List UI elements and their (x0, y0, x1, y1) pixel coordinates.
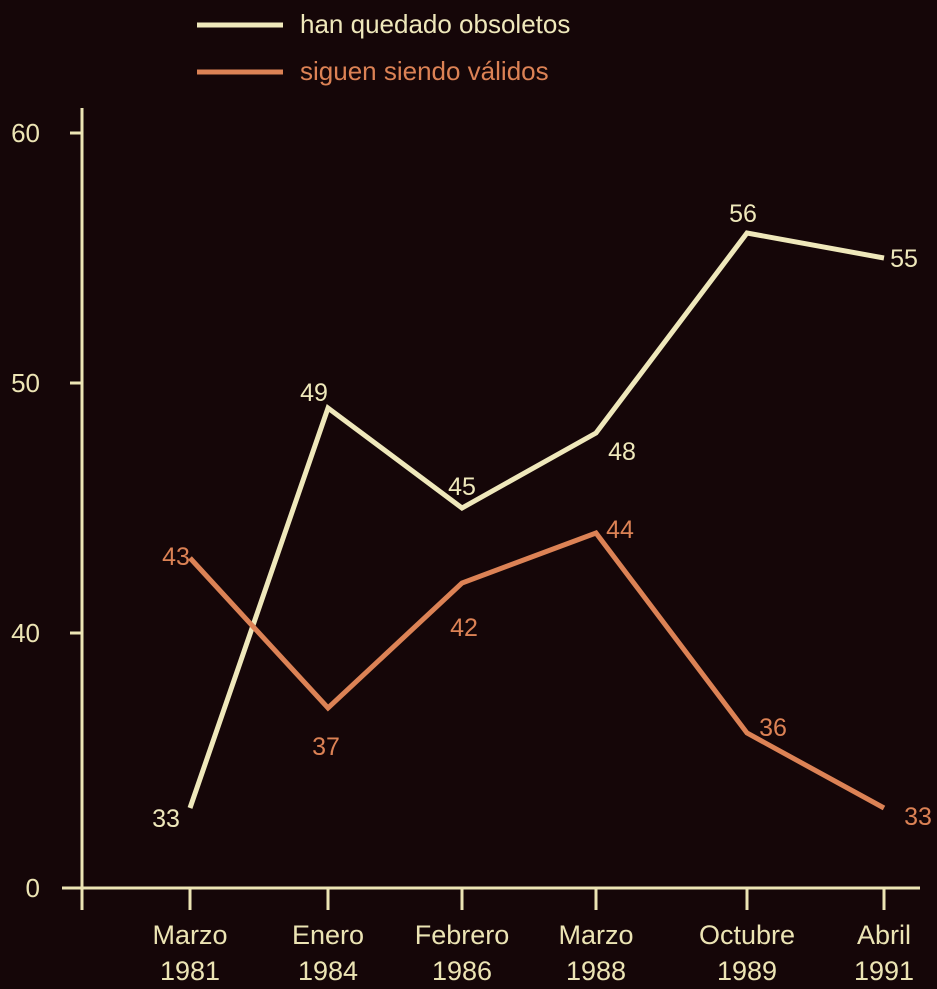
data-label: 33 (152, 805, 180, 833)
data-label: 48 (608, 438, 636, 466)
legend-label-2: siguen siendo válidos (300, 56, 549, 86)
x-tick-label-month: Enero (292, 920, 364, 950)
x-tick-label-year: 1986 (432, 956, 492, 986)
data-label: 45 (448, 473, 476, 501)
data-label: 56 (729, 200, 757, 228)
data-label: 49 (300, 379, 328, 407)
data-label: 36 (759, 714, 787, 742)
legend: han quedado obsoletos siguen siendo válid… (197, 9, 570, 86)
data-labels: 33 49 45 48 56 55 43 37 42 44 36 33 (152, 200, 932, 833)
legend-label-1: han quedado obsoletos (300, 9, 570, 39)
x-tick-label-month: Marzo (558, 920, 633, 950)
data-label: 42 (450, 614, 478, 642)
x-tick-label-month: Abril (857, 920, 911, 950)
data-label: 43 (162, 543, 190, 571)
x-tick-label-year: 1989 (717, 956, 777, 986)
x-tick-label-year: 1984 (298, 956, 358, 986)
y-tick-label: 50 (11, 368, 40, 398)
x-tick-label-year: 1991 (854, 956, 914, 986)
x-tick-label-month: Octubre (699, 920, 795, 950)
data-label: 44 (606, 516, 634, 544)
x-tick-label-year: 1981 (160, 956, 220, 986)
y-tick-label: 0 (26, 873, 40, 903)
data-label: 55 (890, 245, 918, 273)
axes: 0 40 50 60 Marzo 1981 Enero 1984 Febrero 1986 Marz… (11, 108, 920, 986)
data-label: 33 (904, 803, 932, 831)
y-tick-label: 60 (11, 118, 40, 148)
series-line-1 (187, 230, 885, 809)
series-line-2 (188, 530, 886, 811)
data-label: 37 (312, 733, 340, 761)
y-tick-label: 40 (11, 618, 40, 648)
x-tick-label-month: Marzo (152, 920, 227, 950)
x-tick-label-month: Febrero (415, 920, 510, 950)
series-group (187, 230, 886, 811)
x-tick-label-year: 1988 (566, 956, 626, 986)
